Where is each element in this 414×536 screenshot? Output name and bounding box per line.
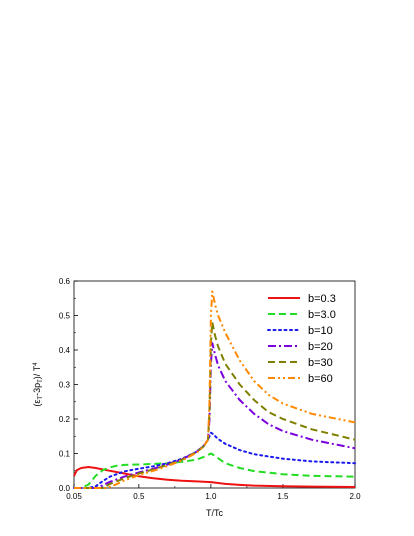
series-layer — [73, 290, 356, 489]
y-tick-label: 0.0 — [59, 484, 71, 493]
tick-group: 0.0 0.1 0.2 0.3 0.4 0.5 0.6 0.05 0.5 1.0 1.5 2.0 — [59, 277, 361, 501]
y-tick-label: 0.6 — [59, 277, 71, 286]
y-tick-label: 0.5 — [59, 312, 71, 321]
x-tick-label: 0.05 — [66, 492, 82, 501]
legend-label: b=20 — [308, 341, 333, 353]
x-tick-label: 0.5 — [133, 492, 145, 501]
y-title-mid: -3p — [32, 383, 42, 396]
y-title-close: )/ T — [32, 365, 42, 379]
x-tick-label: 2.0 — [349, 492, 361, 501]
y-title-sup: 4 — [33, 362, 39, 366]
y-tick-label: 0.2 — [59, 415, 71, 424]
y-title-open: (ε — [32, 400, 42, 407]
legend-label: b=30 — [308, 357, 333, 369]
legend-label: b=0.3 — [308, 293, 336, 305]
series-line-b-60 — [74, 290, 356, 489]
y-tick-label: 0.1 — [59, 450, 71, 459]
series-line-b-0-3 — [73, 466, 356, 488]
legend-label: b=10 — [308, 325, 333, 337]
legend-label: b=60 — [308, 373, 333, 385]
y-axis-title: (εT-3pT)/ T4 — [32, 362, 44, 407]
x-tick-label: 1.5 — [277, 492, 289, 501]
x-axis-title: T/Tc — [206, 508, 223, 518]
y-title-sub1: T — [38, 396, 44, 400]
legend-label: b=3.0 — [308, 309, 336, 321]
y-title-sub2: T — [38, 379, 44, 383]
legend: b=0.3 b=3.0 b=10 b=20 b=30 b=60 — [267, 293, 336, 385]
y-tick-label: 0.4 — [59, 346, 71, 355]
y-tick-label: 0.3 — [59, 381, 71, 390]
x-tick-label: 1.0 — [205, 492, 217, 501]
